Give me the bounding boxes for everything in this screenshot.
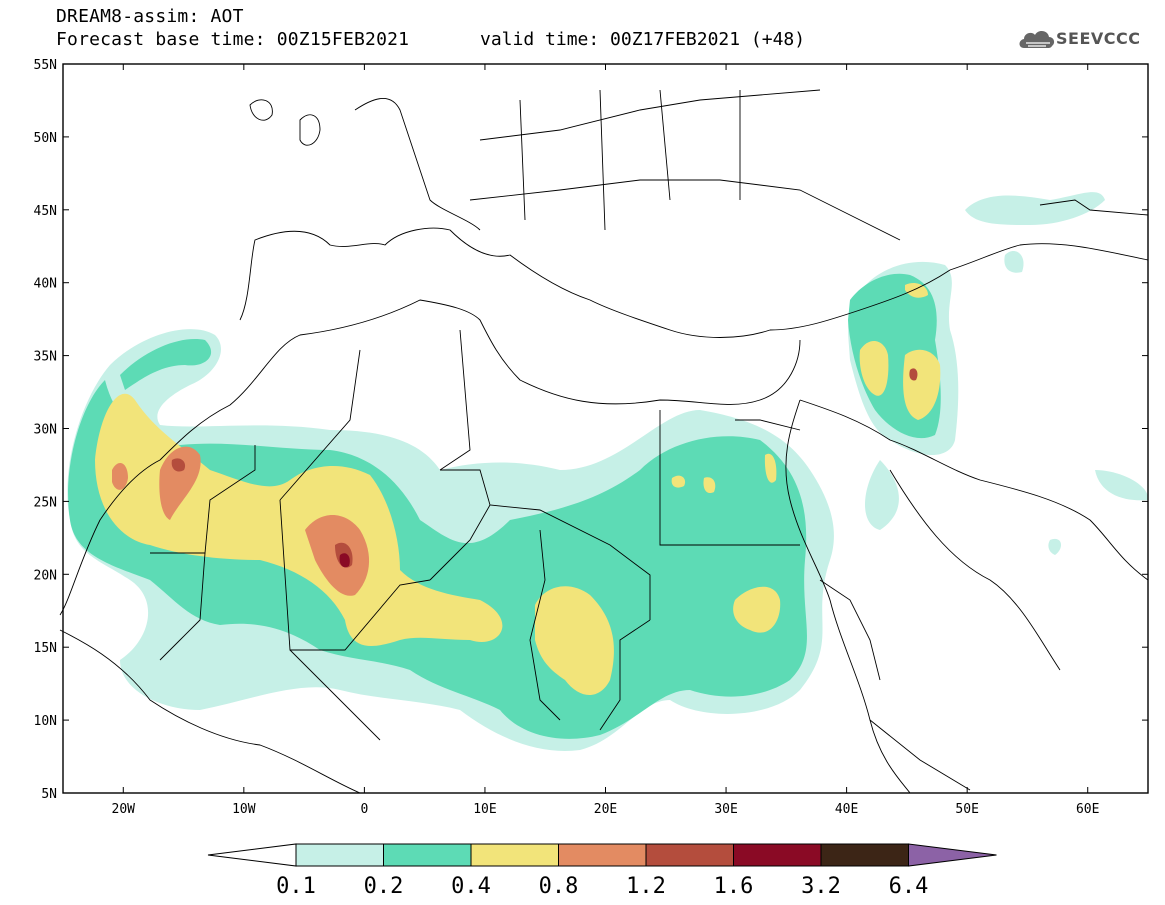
colorbar: 0.1 0.2 0.4 0.8 1.2 1.6 3.2 6.4 bbox=[207, 843, 997, 899]
map-axes: 55N 50N 45N 40N 35N 30N 25N 20N 15N 10N 5N 20W 10W 0 1… bbox=[34, 58, 1148, 817]
colorbar-max-arrow bbox=[908, 843, 997, 867]
colorbar-level-label: 3.2 bbox=[801, 874, 841, 899]
colorbar-swatch bbox=[383, 843, 472, 867]
lat-label: 20N bbox=[34, 568, 57, 583]
colorbar-level-label: 0.2 bbox=[364, 874, 404, 899]
lat-label: 5N bbox=[41, 787, 57, 802]
colorbar-swatch bbox=[558, 843, 647, 867]
lat-label: 45N bbox=[34, 204, 57, 219]
country-boundaries bbox=[59, 89, 1149, 794]
lon-label: 10W bbox=[232, 802, 256, 817]
lon-label: 0 bbox=[360, 802, 368, 817]
lon-label: 30E bbox=[714, 802, 737, 817]
colorbar-swatch bbox=[470, 843, 559, 867]
figure-title: DREAM8-assim: AOT bbox=[56, 6, 244, 27]
aot-shading bbox=[67, 192, 1149, 751]
lat-label: 35N bbox=[34, 350, 57, 365]
colorbar-swatch bbox=[645, 843, 734, 867]
lat-label: 25N bbox=[34, 495, 57, 510]
lon-label: 10E bbox=[473, 802, 496, 817]
lat-label: 10N bbox=[34, 714, 57, 729]
colorbar-min-arrow bbox=[207, 843, 297, 867]
lon-label: 40E bbox=[835, 802, 858, 817]
valid-time: valid time: 00Z17FEB2021 (+48) bbox=[480, 29, 806, 50]
lat-label: 55N bbox=[34, 58, 57, 73]
colorbar-level-label: 6.4 bbox=[889, 874, 929, 899]
lon-label: 50E bbox=[955, 802, 978, 817]
logo-text: SEEVCCC bbox=[1056, 29, 1141, 48]
colorbar-level-label: 0.1 bbox=[276, 874, 316, 899]
lon-label: 20E bbox=[594, 802, 617, 817]
colorbar-swatch bbox=[733, 843, 822, 867]
colorbar-level-label: 1.6 bbox=[714, 874, 754, 899]
lat-label: 50N bbox=[34, 131, 57, 146]
cloud-icon bbox=[1019, 31, 1055, 48]
colorbar-level-label: 0.4 bbox=[451, 874, 491, 899]
forecast-base-time: Forecast base time: 00Z15FEB2021 bbox=[56, 29, 410, 50]
lon-label: 60E bbox=[1076, 802, 1099, 817]
colorbar-swatch bbox=[295, 843, 384, 867]
lat-label: 15N bbox=[34, 641, 57, 656]
lat-label: 30N bbox=[34, 423, 57, 438]
colorbar-swatch bbox=[820, 843, 909, 867]
colorbar-level-label: 1.2 bbox=[626, 874, 666, 899]
lat-label: 40N bbox=[34, 277, 57, 292]
lon-label: 20W bbox=[112, 802, 136, 817]
colorbar-level-label: 0.8 bbox=[539, 874, 579, 899]
